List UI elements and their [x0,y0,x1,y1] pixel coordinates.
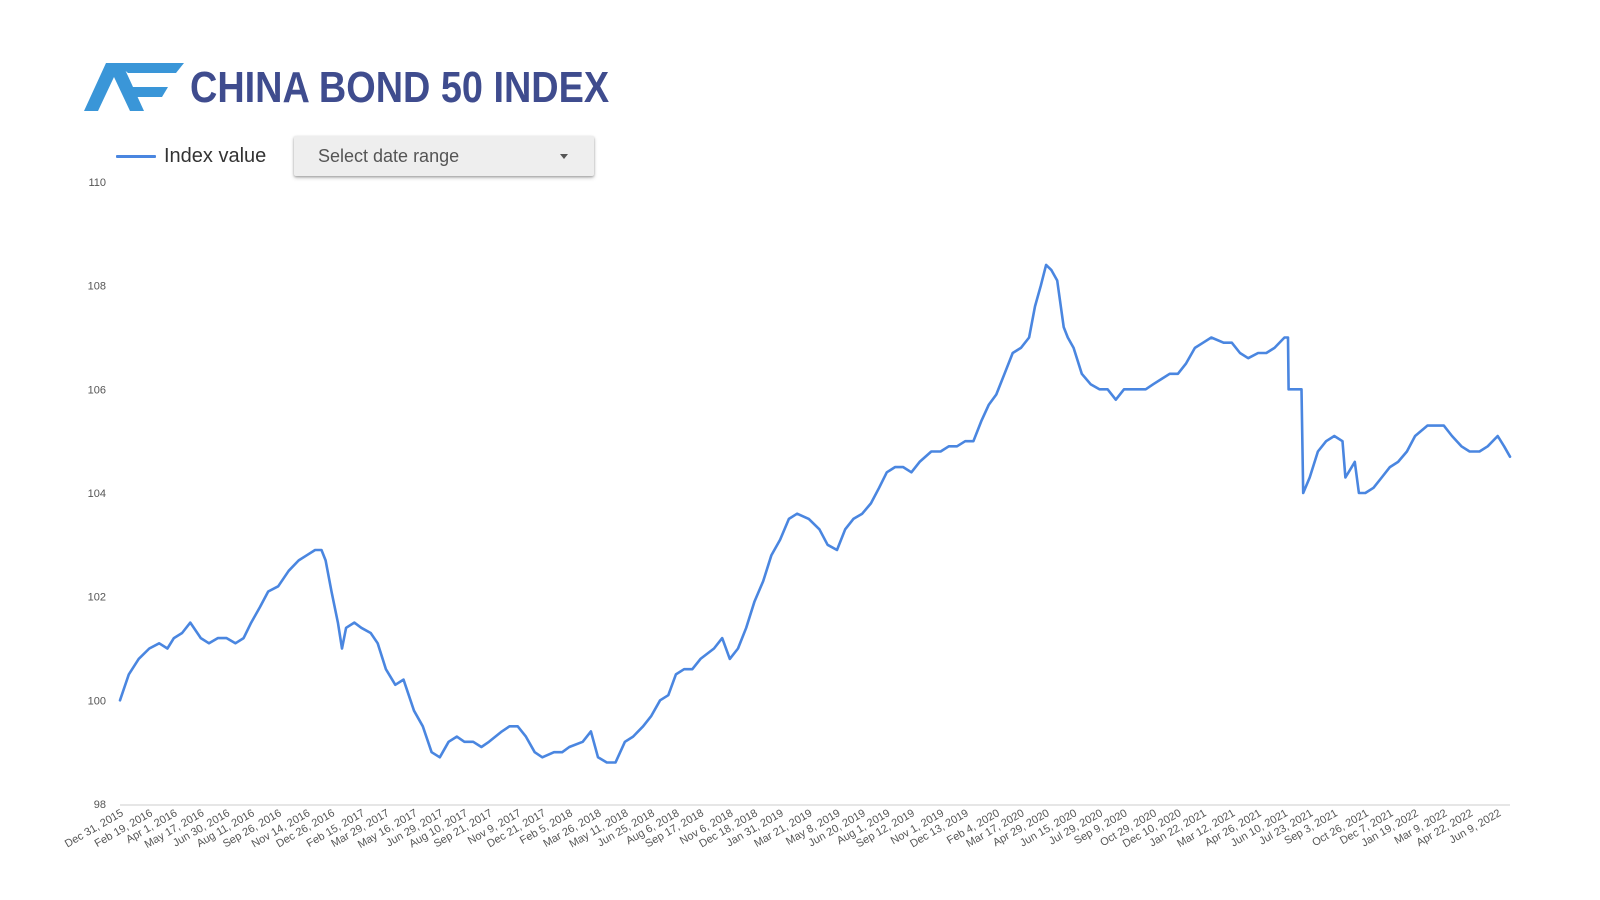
legend-label: Index value [164,144,267,167]
header: CHINA BOND 50 INDEX [84,58,677,118]
date-range-dropdown[interactable]: Select date range [294,136,594,176]
y-tick-label: 102 [88,592,106,604]
af-logo-icon [84,63,184,111]
chart-legend: Index value [116,142,266,170]
series-line-index-value [118,263,1512,764]
y-tick-label: 110 [88,177,106,189]
caret-down-icon[interactable] [560,154,568,159]
page-title: CHINA BOND 50 INDEX [190,63,610,112]
y-tick-label: 100 [88,695,106,707]
y-tick-label: 98 [94,799,106,811]
y-tick-label: 104 [88,488,106,500]
date-range-label: Select date range [318,146,460,166]
legend-swatch [116,154,156,158]
y-tick-label: 106 [88,384,106,396]
y-tick-label: 108 [88,281,106,293]
y-axis: 98 100 102 104 106 108 110 [88,177,106,811]
